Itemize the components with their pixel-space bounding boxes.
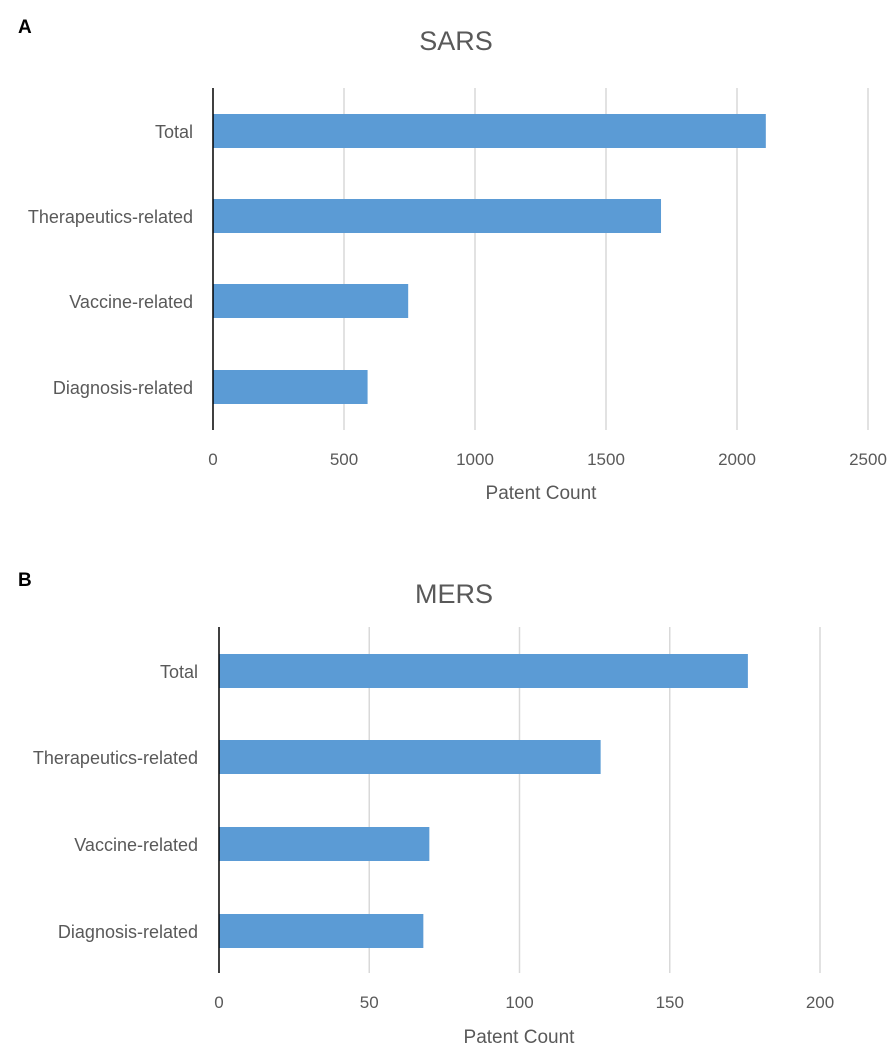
mers-bar-diagnosis-related <box>219 914 424 948</box>
sars-bars <box>213 114 766 404</box>
mers-category-label: Diagnosis-related <box>58 922 198 942</box>
mers-category-label: Therapeutics-related <box>33 748 198 768</box>
mers-x-tick-label: 0 <box>214 993 223 1012</box>
mers-chart-title: MERS <box>415 579 493 609</box>
sars-chart-panel: A SARS Total Therapeutics-related Vaccine-… <box>18 17 887 504</box>
sars-category-labels: Total Therapeutics-related Vaccine-related… <box>28 122 193 398</box>
sars-x-tick-labels: 0 500 1000 1500 2000 2500 <box>208 450 887 469</box>
mers-x-tick-label: 100 <box>505 993 533 1012</box>
sars-category-label: Therapeutics-related <box>28 207 193 227</box>
sars-category-label: Diagnosis-related <box>53 378 193 398</box>
sars-x-tick-label: 2000 <box>718 450 756 469</box>
sars-bar-total <box>213 114 766 148</box>
mers-category-labels: Total Therapeutics-related Vaccine-related… <box>33 662 198 942</box>
sars-bar-therapeutics-related <box>213 199 662 233</box>
sars-category-label: Vaccine-related <box>69 292 193 312</box>
sars-x-tick-label: 0 <box>208 450 217 469</box>
mers-x-tick-label: 150 <box>656 993 684 1012</box>
mers-chart-panel: B MERS Total Therapeutics-related Vaccine-… <box>18 570 834 1047</box>
sars-x-tick-label: 500 <box>330 450 358 469</box>
mers-bar-vaccine-related <box>219 827 430 861</box>
sars-bar-diagnosis-related <box>213 370 368 404</box>
sars-x-tick-label: 1500 <box>587 450 625 469</box>
sars-x-tick-label: 1000 <box>456 450 494 469</box>
mers-bar-total <box>219 654 748 688</box>
mers-x-axis-title: Patent Count <box>464 1027 576 1047</box>
mers-x-tick-label: 50 <box>360 993 379 1012</box>
mers-category-label: Total <box>160 662 198 682</box>
sars-chart-title: SARS <box>419 26 493 56</box>
panel-label-b: B <box>18 570 32 591</box>
sars-x-tick-label: 2500 <box>849 450 887 469</box>
mers-x-tick-label: 200 <box>806 993 834 1012</box>
sars-x-axis-title: Patent Count <box>486 483 598 504</box>
mers-bars <box>219 654 748 948</box>
mers-bar-therapeutics-related <box>219 740 601 774</box>
mers-x-tick-labels: 0 50 100 150 200 <box>214 993 834 1012</box>
sars-category-label: Total <box>155 122 193 142</box>
sars-bar-vaccine-related <box>213 284 409 318</box>
mers-category-label: Vaccine-related <box>74 835 198 855</box>
panel-label-a: A <box>18 17 32 38</box>
